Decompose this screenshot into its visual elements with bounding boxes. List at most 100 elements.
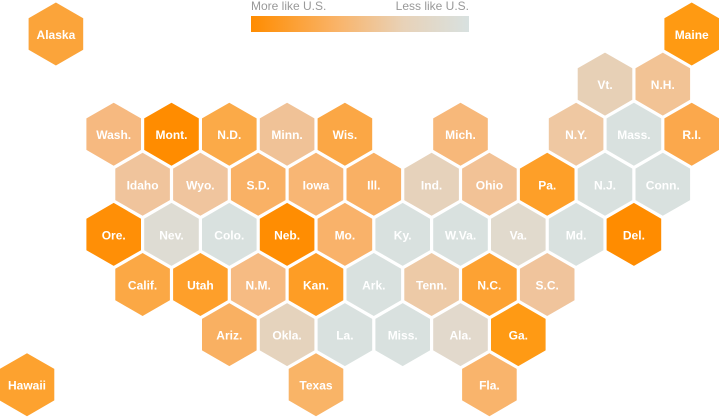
state-hex-s-c[interactable]: S.C.	[519, 253, 575, 316]
state-hex-miss[interactable]: Miss.	[375, 303, 430, 367]
hex-shape[interactable]	[635, 152, 691, 216]
state-hex-vt[interactable]: Vt.	[577, 52, 633, 116]
hex-shape[interactable]	[259, 202, 315, 266]
state-hex-ga[interactable]: Ga.	[491, 303, 546, 367]
state-hex-mont[interactable]: Mont.	[144, 102, 199, 166]
hex-shape[interactable]	[230, 253, 286, 316]
state-hex-va[interactable]: Va.	[491, 202, 546, 266]
hex-shape[interactable]	[462, 353, 517, 417]
hex-shape[interactable]	[375, 303, 430, 367]
state-hex-md[interactable]: Md.	[548, 202, 604, 266]
hex-shape[interactable]	[86, 102, 141, 166]
state-hex-alaska[interactable]: Alaska	[28, 2, 84, 66]
state-hex-ill[interactable]: Ill.	[346, 152, 402, 216]
hex-shape[interactable]	[317, 303, 373, 367]
state-hex-calif[interactable]: Calif.	[115, 253, 170, 316]
state-hex-n-y[interactable]: N.Y.	[548, 102, 604, 166]
hex-shape[interactable]	[86, 202, 141, 266]
state-hex-colo[interactable]: Colo.	[202, 202, 257, 266]
hex-shape[interactable]	[288, 353, 344, 417]
hex-shape[interactable]	[664, 2, 719, 66]
hex-shape[interactable]	[288, 253, 344, 316]
state-hex-neb[interactable]: Neb.	[259, 202, 315, 266]
hex-shape[interactable]	[404, 152, 459, 216]
state-hex-n-j[interactable]: N.J.	[577, 152, 633, 216]
state-hex-ark[interactable]: Ark.	[346, 253, 402, 316]
hex-shape[interactable]	[433, 102, 488, 166]
state-hex-wis[interactable]: Wis.	[317, 102, 373, 166]
state-hex-la[interactable]: La.	[317, 303, 373, 367]
hex-shape[interactable]	[173, 253, 228, 316]
hex-shape[interactable]	[548, 102, 604, 166]
state-hex-ala[interactable]: Ala.	[433, 303, 488, 367]
state-hex-texas[interactable]: Texas	[288, 353, 344, 417]
hex-shape[interactable]	[548, 202, 604, 266]
hex-shape[interactable]	[491, 303, 546, 367]
hex-shape[interactable]	[462, 152, 517, 216]
state-hex-s-d[interactable]: S.D.	[230, 152, 286, 216]
hex-shape[interactable]	[519, 253, 575, 316]
hex-shape[interactable]	[346, 152, 402, 216]
hex-shape[interactable]	[115, 152, 170, 216]
state-hex-maine[interactable]: Maine	[664, 2, 719, 66]
hex-shape[interactable]	[173, 152, 228, 216]
hex-shape[interactable]	[577, 52, 633, 116]
hex-shape[interactable]	[635, 52, 691, 116]
state-hex-utah[interactable]: Utah	[173, 253, 228, 316]
state-hex-conn[interactable]: Conn.	[635, 152, 691, 216]
state-hex-iowa[interactable]: Iowa	[288, 152, 344, 216]
hex-shape[interactable]	[144, 202, 199, 266]
state-hex-wyo[interactable]: Wyo.	[173, 152, 228, 216]
state-hex-mass[interactable]: Mass.	[606, 102, 662, 166]
state-hex-okla[interactable]: Okla.	[259, 303, 315, 367]
state-hex-ind[interactable]: Ind.	[404, 152, 459, 216]
state-hex-del[interactable]: Del.	[606, 202, 662, 266]
state-hex-hawaii[interactable]: Hawaii	[0, 353, 55, 417]
state-hex-ore[interactable]: Ore.	[86, 202, 141, 266]
state-hex-ohio[interactable]: Ohio	[462, 152, 517, 216]
state-hex-n-h[interactable]: N.H.	[635, 52, 691, 116]
state-hex-n-d[interactable]: N.D.	[202, 102, 257, 166]
hex-shape[interactable]	[115, 253, 170, 316]
hex-shape[interactable]	[491, 202, 546, 266]
state-hex-idaho[interactable]: Idaho	[115, 152, 170, 216]
hex-shape[interactable]	[346, 253, 402, 316]
state-hex-mo[interactable]: Mo.	[317, 202, 373, 266]
hex-shape[interactable]	[144, 102, 199, 166]
hex-shape[interactable]	[202, 303, 257, 367]
hex-shape[interactable]	[433, 202, 488, 266]
state-hex-kan[interactable]: Kan.	[288, 253, 344, 316]
state-hex-pa[interactable]: Pa.	[519, 152, 575, 216]
hex-shape[interactable]	[519, 152, 575, 216]
hex-shape[interactable]	[317, 202, 373, 266]
hex-shape[interactable]	[462, 253, 517, 316]
state-hex-wash[interactable]: Wash.	[86, 102, 141, 166]
state-hex-w-va[interactable]: W.Va.	[433, 202, 488, 266]
hex-shape[interactable]	[606, 202, 662, 266]
hex-shape[interactable]	[664, 102, 719, 166]
hex-shape[interactable]	[259, 102, 315, 166]
hex-shape[interactable]	[28, 2, 84, 66]
hex-shape[interactable]	[317, 102, 373, 166]
state-hex-n-c[interactable]: N.C.	[462, 253, 517, 316]
hex-shape[interactable]	[202, 102, 257, 166]
hex-shape[interactable]	[433, 303, 488, 367]
hex-shape[interactable]	[606, 102, 662, 166]
state-hex-minn[interactable]: Minn.	[259, 102, 315, 166]
hex-shape[interactable]	[288, 152, 344, 216]
hex-shape[interactable]	[259, 303, 315, 367]
state-hex-ky[interactable]: Ky.	[375, 202, 430, 266]
state-hex-r-i[interactable]: R.I.	[664, 102, 719, 166]
hex-shape[interactable]	[404, 253, 459, 316]
state-hex-fla[interactable]: Fla.	[462, 353, 517, 417]
state-hex-ariz[interactable]: Ariz.	[202, 303, 257, 367]
state-hex-mich[interactable]: Mich.	[433, 102, 488, 166]
hex-shape[interactable]	[577, 152, 633, 216]
state-hex-tenn[interactable]: Tenn.	[404, 253, 459, 316]
hex-shape[interactable]	[230, 152, 286, 216]
hex-shape[interactable]	[0, 353, 55, 417]
hex-shape[interactable]	[202, 202, 257, 266]
hex-shape[interactable]	[375, 202, 430, 266]
state-hex-n-m[interactable]: N.M.	[230, 253, 286, 316]
state-hex-nev[interactable]: Nev.	[144, 202, 199, 266]
